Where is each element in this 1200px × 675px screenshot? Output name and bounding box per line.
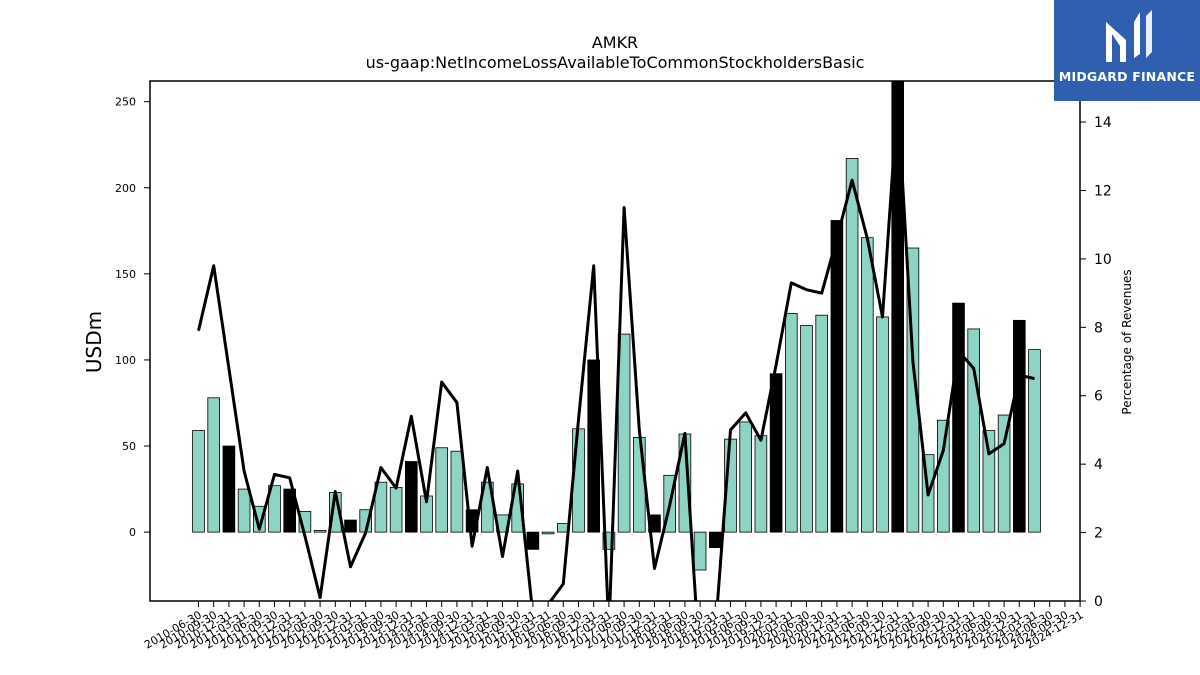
bar: [313, 530, 327, 533]
bar: [1013, 319, 1026, 533]
y2-tick-label: 14: [1094, 115, 1112, 131]
bar: [952, 302, 965, 533]
y2-tick-label: 4: [1094, 457, 1103, 473]
logo-text: MIDGARD FINANCE: [1058, 69, 1196, 84]
y2-tick-label: 6: [1094, 389, 1103, 405]
bar: [967, 328, 980, 533]
bar: [906, 247, 920, 533]
y-tick-label: 100: [115, 354, 136, 367]
bar: [693, 531, 707, 571]
logo-badge: MIDGARD FINANCE: [1054, 0, 1200, 101]
bar: [739, 421, 752, 533]
bar: [937, 419, 950, 533]
bars-layer: [192, 80, 1041, 571]
bar: [450, 450, 464, 533]
bar: [617, 333, 631, 533]
y2-tick-label: 0: [1094, 594, 1103, 610]
y2-tick-label: 8: [1094, 320, 1103, 336]
y2-tick-label: 12: [1094, 183, 1112, 199]
bar: [709, 531, 722, 549]
plot-frame: [149, 80, 1081, 602]
bar: [587, 359, 600, 533]
y2-tick-label: 2: [1094, 526, 1103, 542]
bar: [997, 414, 1011, 533]
bar: [769, 373, 783, 533]
bar: [344, 519, 357, 533]
y-tick-label: 250: [115, 96, 136, 109]
bar: [222, 445, 236, 533]
midgard-logo-icon: [1106, 10, 1152, 62]
bar: [435, 447, 448, 533]
bar: [800, 325, 813, 533]
y2-axis-label: Percentage of Revenues: [1120, 269, 1134, 414]
bar: [192, 430, 205, 533]
bar: [207, 397, 221, 533]
series-line: [197, 96, 1035, 601]
chart-title: AMKR: [592, 33, 638, 52]
bar: [283, 488, 296, 533]
bar: [815, 314, 828, 533]
bar: [785, 313, 798, 533]
line-layer: [197, 96, 1035, 601]
y-tick-label: 50: [122, 440, 136, 453]
bar: [374, 481, 388, 533]
bar: [526, 531, 540, 550]
bar: [1028, 349, 1041, 533]
y-axis-right: 0 2 4 6 8 10 12 14: [1080, 115, 1112, 610]
bar: [830, 220, 844, 533]
y-axis-left: 0 50 100 150 200 250: [115, 96, 150, 539]
bar: [845, 158, 859, 533]
bar: [237, 488, 251, 533]
y2-tick-label: 10: [1094, 252, 1112, 268]
chart-subtitle: us-gaap:NetIncomeLossAvailableToCommonSt…: [366, 53, 865, 72]
bar: [541, 531, 555, 535]
y-tick-label: 0: [129, 526, 136, 539]
bar: [876, 316, 889, 533]
bar: [861, 237, 874, 533]
bar: [404, 461, 418, 533]
bar: [602, 531, 616, 550]
y-tick-label: 150: [115, 268, 136, 281]
bar: [252, 505, 266, 533]
bar: [389, 486, 403, 533]
bar: [754, 435, 768, 533]
y-tick-label: 200: [115, 182, 136, 195]
bar: [633, 437, 646, 533]
y-axis-label: USDm: [82, 311, 106, 373]
bar: [268, 485, 281, 533]
bar: [982, 430, 996, 533]
x-axis: 2010-06-302010-09-302010-12-312011-03-31…: [142, 601, 1086, 652]
